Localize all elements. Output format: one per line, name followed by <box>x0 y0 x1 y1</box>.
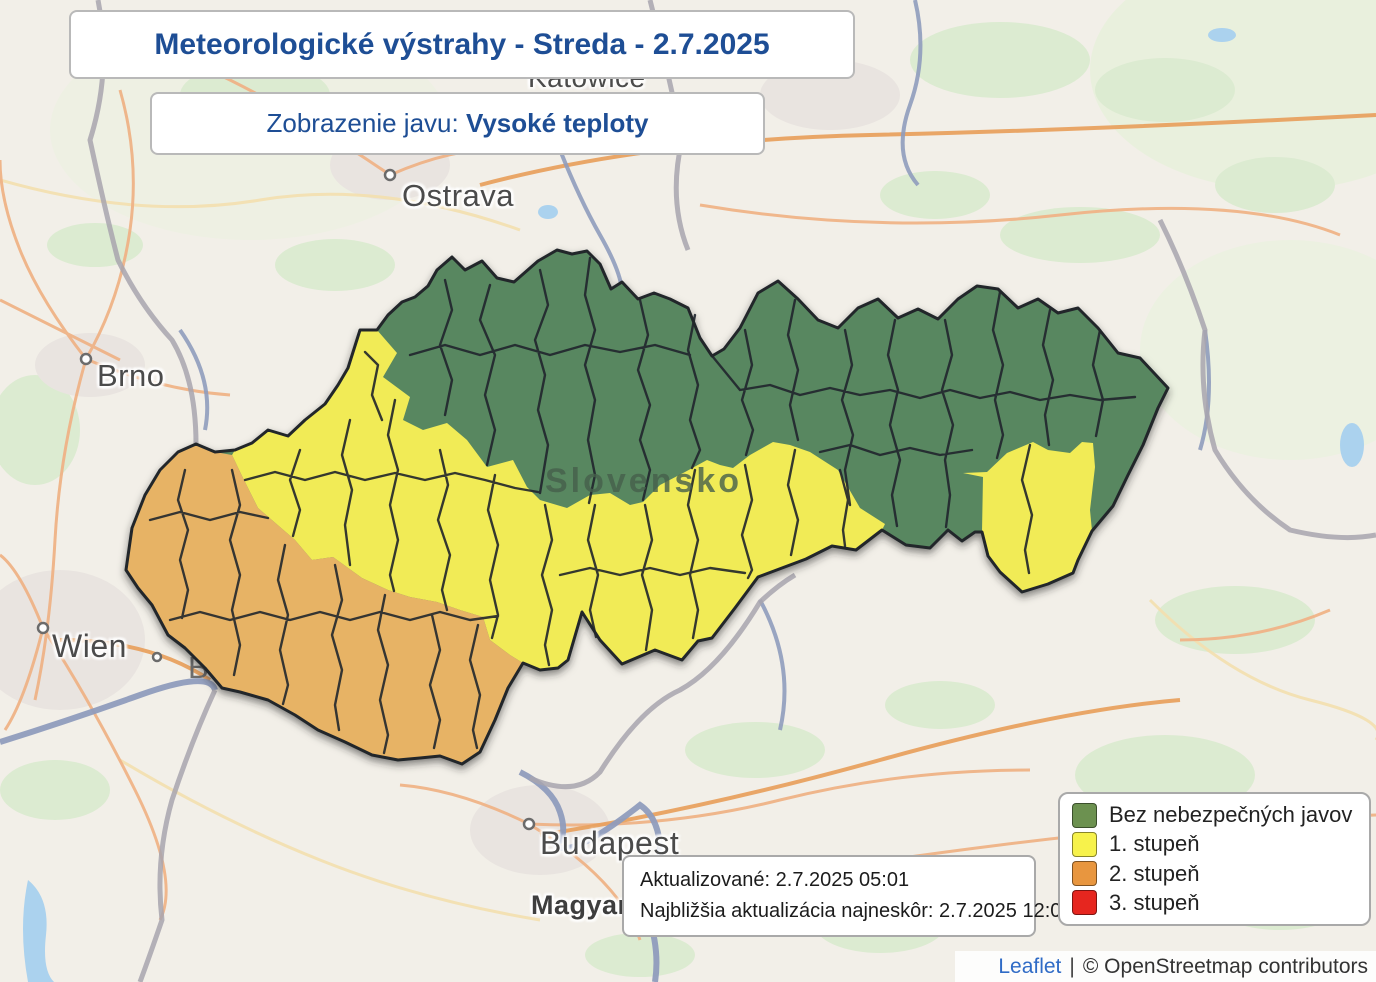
region-level2[interactable] <box>126 444 523 764</box>
legend-item-no-warning: Bez nebezpečných javov <box>1072 802 1357 828</box>
region-level1[interactable] <box>232 330 885 670</box>
update-info-panel: Aktualizované: 2.7.2025 05:01 Najbližšia… <box>622 855 1073 937</box>
legend-swatch-green <box>1072 802 1097 828</box>
legend-label: Bez nebezpečných javov <box>1109 802 1353 827</box>
country-outline <box>124 248 1170 766</box>
legend-swatch-red <box>1072 890 1097 916</box>
page-title: Meteorologické výstrahy - Streda - 2.7.2… <box>154 27 770 61</box>
leaflet-link[interactable]: Leaflet <box>998 954 1062 978</box>
next-update-text: Najbližšia aktualizácia najneskôr: 2.7.2… <box>640 900 1073 922</box>
region-level1-east[interactable] <box>963 442 1095 592</box>
phenomenon-text: Zobrazenie javu: Vysoké teploty <box>267 108 649 139</box>
map-title-panel: Meteorologické výstrahy - Streda - 2.7.2… <box>69 10 855 79</box>
legend-label: 2. stupeň <box>1109 860 1200 886</box>
legend-item-level1: 1. stupeň <box>1072 831 1357 857</box>
legend-label: 3. stupeň <box>1109 889 1200 915</box>
map-label-ostrava: Ostrava <box>402 178 515 213</box>
attribution-bar: Leaflet | © OpenStreetmap contributors <box>955 951 1376 982</box>
legend-swatch-yellow <box>1072 831 1097 857</box>
legend-label: 1. stupeň <box>1109 831 1200 857</box>
updated-at-text: Aktualizované: 2.7.2025 05:01 <box>640 869 910 891</box>
map-label-wien: Wien <box>52 628 127 664</box>
district-borders <box>148 256 1137 755</box>
phenomenon-value: Vysoké teploty <box>465 108 649 138</box>
map-label-slovensko: Slovensko <box>545 462 743 500</box>
attribution-separator: | <box>1069 954 1075 978</box>
legend: Bez nebezpečných javov 1. stupeň 2. stup… <box>1058 792 1371 926</box>
osm-attribution-text: © OpenStreetmap contributors <box>1082 954 1368 978</box>
legend-item-level2: 2. stupeň <box>1072 861 1357 887</box>
map-label-brno: Brno <box>97 358 165 393</box>
legend-swatch-orange <box>1072 861 1097 887</box>
phenomenon-panel: Zobrazenie javu: Vysoké teploty <box>150 92 765 155</box>
ukraine-flag-icon <box>965 958 990 975</box>
legend-item-level3: 3. stupeň <box>1072 890 1357 916</box>
phenomenon-label: Zobrazenie javu: <box>266 108 466 138</box>
